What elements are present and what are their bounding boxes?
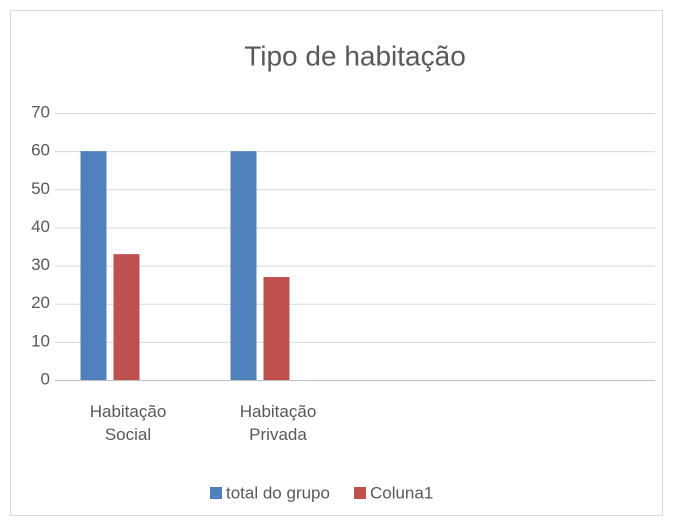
bar: [80, 151, 107, 380]
bar: [230, 151, 257, 380]
bar: [113, 254, 140, 380]
x-tick-label: Habitação Privada: [239, 402, 317, 444]
chart-title: Tipo de habitação: [244, 40, 466, 71]
bar: [263, 277, 290, 380]
y-tick-label: 40: [31, 217, 50, 236]
y-tick-label: 30: [31, 255, 50, 274]
legend-label: Coluna1: [370, 483, 433, 502]
y-tick-label: 10: [31, 331, 50, 350]
y-tick-label: 20: [31, 293, 50, 312]
y-tick-label: 70: [31, 102, 50, 121]
legend-swatch: [353, 487, 366, 499]
y-tick-label: 60: [31, 141, 50, 160]
x-tick-label: Habitação Social: [89, 402, 167, 444]
y-tick-label: 0: [41, 369, 50, 388]
y-tick-label: 50: [31, 179, 50, 198]
legend-label: total do grupo: [226, 483, 330, 502]
legend-swatch: [210, 487, 222, 499]
